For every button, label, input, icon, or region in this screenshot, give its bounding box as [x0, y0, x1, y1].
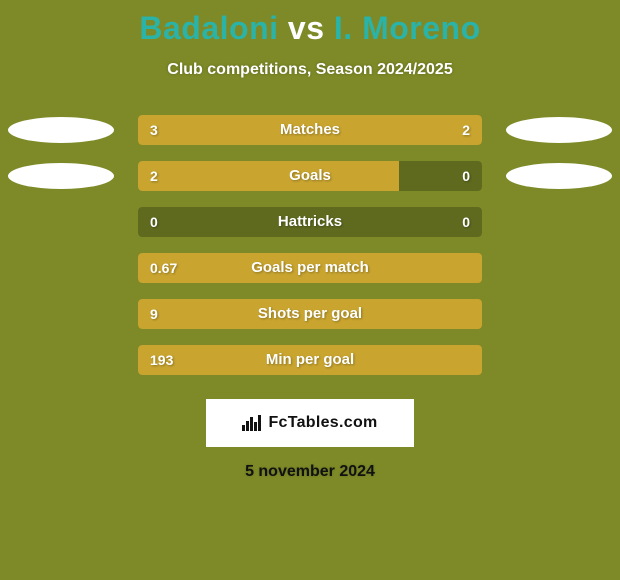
stat-value-left: 3: [138, 115, 170, 145]
player1-name: Badaloni: [139, 10, 278, 46]
stat-label: Goals per match: [138, 253, 482, 283]
vs-label: vs: [288, 10, 325, 46]
stat-label: Shots per goal: [138, 299, 482, 329]
player2-badge: [506, 163, 612, 189]
stat-bar: Hattricks0 0: [138, 207, 482, 237]
stat-label: Goals: [138, 161, 482, 191]
stat-bar: Min per goal193: [138, 345, 482, 375]
stat-row: Matches3 2: [0, 107, 620, 153]
player1-badge: [8, 163, 114, 189]
stat-value-left: 0.67: [138, 253, 189, 283]
stat-value-left: 2: [138, 161, 170, 191]
stat-label: Matches: [138, 115, 482, 145]
stat-row: Min per goal193: [0, 337, 620, 383]
stat-bar: Matches3 2: [138, 115, 482, 145]
logo-text: FcTables.com: [268, 414, 377, 432]
bar-chart-icon: [242, 415, 262, 431]
player1-badge: [8, 117, 114, 143]
stat-bar: Shots per goal9: [138, 299, 482, 329]
page-title: Badaloni vs I. Moreno: [0, 0, 620, 47]
stat-row: Hattricks0 0: [0, 199, 620, 245]
stat-label: Hattricks: [138, 207, 482, 237]
comparison-card: Badaloni vs I. Moreno Club competitions,…: [0, 0, 620, 580]
fctables-logo: FcTables.com: [206, 399, 414, 447]
stat-value-right: 0: [450, 161, 482, 191]
stat-row: Shots per goal9: [0, 291, 620, 337]
date-label: 5 november 2024: [0, 463, 620, 481]
stat-rows: Matches32Goals20Hattricks00Goals per mat…: [0, 107, 620, 383]
stat-value-left: 193: [138, 345, 185, 375]
stat-bar: Goals per match0.67: [138, 253, 482, 283]
stat-value-right: 2: [450, 115, 482, 145]
stat-row: Goals2 0: [0, 153, 620, 199]
stat-value-right: 0: [450, 207, 482, 237]
player2-name: I. Moreno: [334, 10, 481, 46]
stat-row: Goals per match0.67: [0, 245, 620, 291]
player2-badge: [506, 117, 612, 143]
stat-label: Min per goal: [138, 345, 482, 375]
stat-value-left: 9: [138, 299, 170, 329]
stat-value-left: 0: [138, 207, 170, 237]
subtitle: Club competitions, Season 2024/2025: [0, 61, 620, 79]
stat-bar: Goals2 0: [138, 161, 482, 191]
